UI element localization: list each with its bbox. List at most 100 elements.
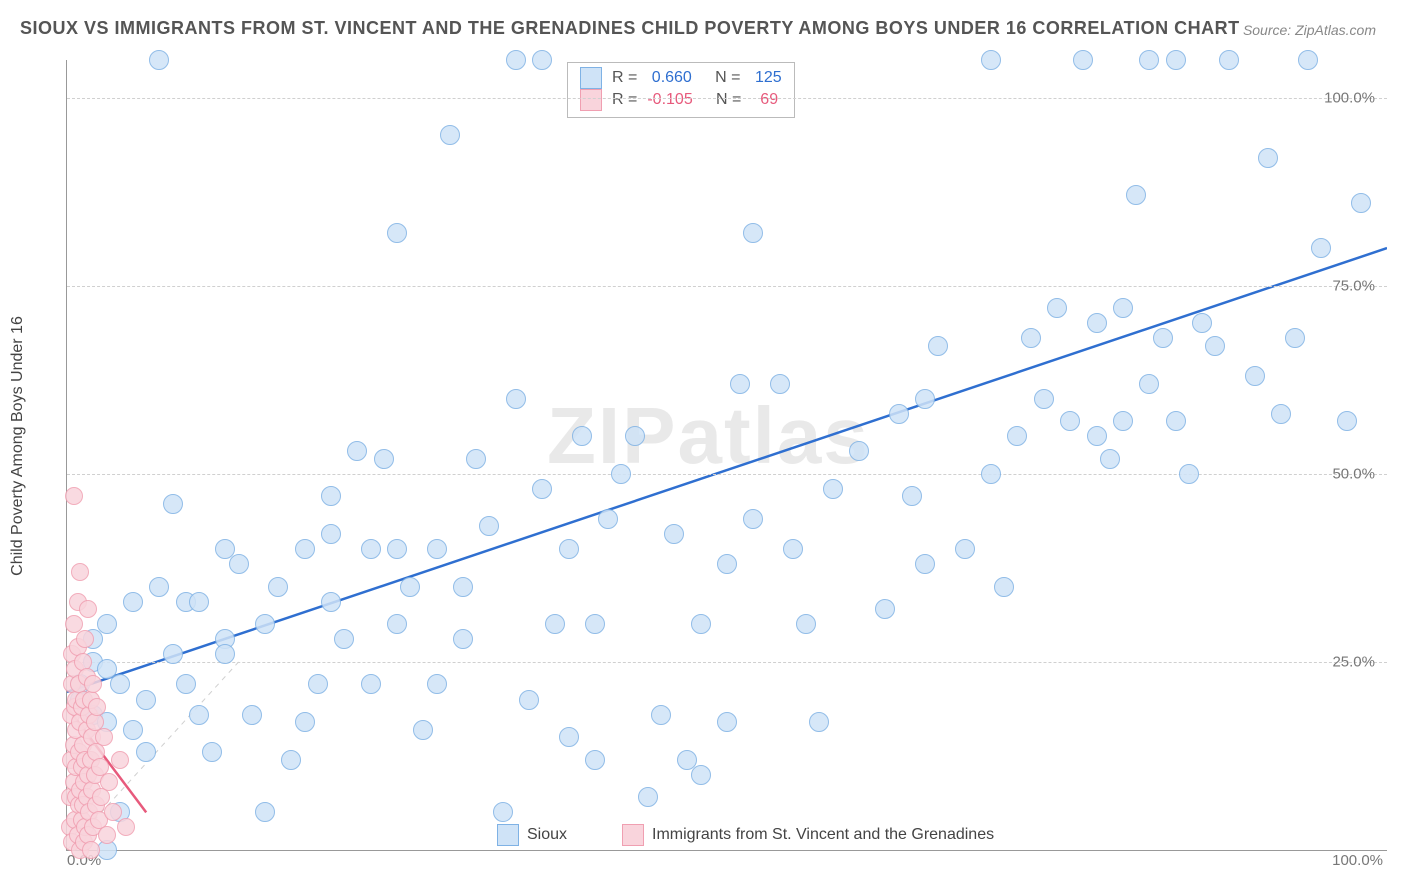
x-tick-label: 100.0%: [1332, 852, 1383, 869]
data-point: [559, 539, 579, 559]
data-point: [823, 479, 843, 499]
data-point: [545, 614, 565, 634]
data-point: [189, 705, 209, 725]
data-point: [65, 487, 83, 505]
data-point: [163, 494, 183, 514]
data-point: [215, 644, 235, 664]
legend-row: R =-0.105 N = 69: [580, 89, 782, 111]
legend-label: Sioux: [527, 826, 567, 844]
data-point: [104, 803, 122, 821]
data-point: [98, 826, 116, 844]
data-point: [1192, 313, 1212, 333]
data-point: [176, 674, 196, 694]
data-point: [387, 614, 407, 634]
data-point: [229, 554, 249, 574]
data-point: [295, 712, 315, 732]
data-point: [506, 50, 526, 70]
data-point: [123, 592, 143, 612]
data-point: [440, 125, 460, 145]
data-point: [585, 750, 605, 770]
data-point: [928, 336, 948, 356]
data-point: [321, 486, 341, 506]
y-tick-label: 100.0%: [1324, 89, 1375, 106]
data-point: [1113, 298, 1133, 318]
data-point: [387, 223, 407, 243]
data-point: [1034, 389, 1054, 409]
legend-row: R = 0.660 N = 125: [580, 67, 782, 89]
data-point: [519, 690, 539, 710]
y-axis-label: Child Poverty Among Boys Under 16: [9, 316, 27, 576]
data-point: [493, 802, 513, 822]
gridline: [67, 662, 1387, 663]
data-point: [1139, 50, 1159, 70]
data-point: [611, 464, 631, 484]
data-point: [100, 773, 118, 791]
data-point: [202, 742, 222, 762]
data-point: [427, 674, 447, 694]
data-point: [453, 577, 473, 597]
data-point: [1311, 238, 1331, 258]
data-point: [427, 539, 447, 559]
data-point: [691, 765, 711, 785]
data-point: [71, 563, 89, 581]
data-point: [1271, 404, 1291, 424]
series-legend-item: Immigrants from St. Vincent and the Gren…: [622, 824, 994, 846]
data-point: [123, 720, 143, 740]
data-point: [532, 50, 552, 70]
legend-swatch: [622, 824, 644, 846]
data-point: [117, 818, 135, 836]
data-point: [532, 479, 552, 499]
data-point: [189, 592, 209, 612]
y-tick-label: 75.0%: [1332, 277, 1375, 294]
data-point: [361, 674, 381, 694]
data-point: [625, 426, 645, 446]
data-point: [84, 675, 102, 693]
data-point: [585, 614, 605, 634]
data-point: [1113, 411, 1133, 431]
data-point: [334, 629, 354, 649]
data-point: [97, 614, 117, 634]
data-point: [1166, 50, 1186, 70]
chart-title: SIOUX VS IMMIGRANTS FROM ST. VINCENT AND…: [20, 18, 1240, 39]
data-point: [1087, 313, 1107, 333]
data-point: [849, 441, 869, 461]
data-point: [770, 374, 790, 394]
data-point: [1258, 148, 1278, 168]
data-point: [1219, 50, 1239, 70]
data-point: [506, 389, 526, 409]
data-point: [1153, 328, 1173, 348]
data-point: [268, 577, 288, 597]
stats-legend: R = 0.660 N = 125R =-0.105 N = 69: [567, 62, 795, 118]
data-point: [400, 577, 420, 597]
legend-swatch: [580, 89, 602, 111]
data-point: [308, 674, 328, 694]
data-point: [295, 539, 315, 559]
data-point: [1166, 411, 1186, 431]
scatter-plot: ZIPatlas R = 0.660 N = 125R =-0.105 N = …: [66, 60, 1387, 851]
data-point: [717, 554, 737, 574]
data-point: [915, 554, 935, 574]
data-point: [136, 742, 156, 762]
data-point: [479, 516, 499, 536]
data-point: [1285, 328, 1305, 348]
data-point: [902, 486, 922, 506]
data-point: [1298, 50, 1318, 70]
data-point: [88, 698, 106, 716]
data-point: [163, 644, 183, 664]
data-point: [559, 727, 579, 747]
data-point: [347, 441, 367, 461]
data-point: [1021, 328, 1041, 348]
data-point: [796, 614, 816, 634]
data-point: [1047, 298, 1067, 318]
data-point: [1126, 185, 1146, 205]
data-point: [981, 50, 1001, 70]
data-point: [453, 629, 473, 649]
data-point: [321, 592, 341, 612]
data-point: [149, 50, 169, 70]
data-point: [1205, 336, 1225, 356]
series-legend-item: Sioux: [497, 824, 567, 846]
data-point: [255, 802, 275, 822]
data-point: [1100, 449, 1120, 469]
data-point: [413, 720, 433, 740]
data-point: [1139, 374, 1159, 394]
